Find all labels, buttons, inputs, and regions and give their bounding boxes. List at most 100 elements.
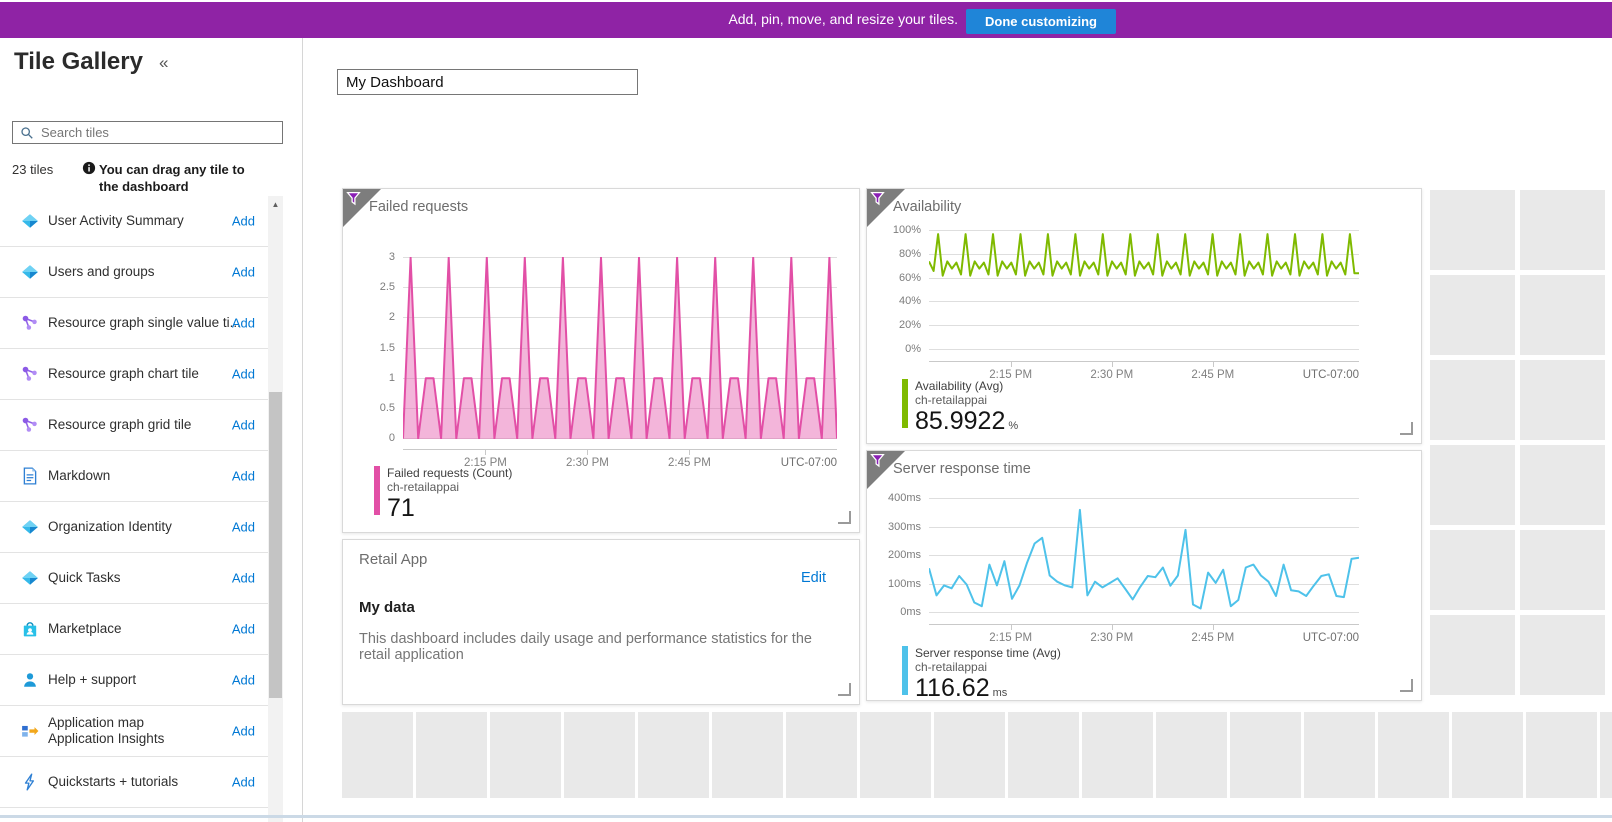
gallery-item-quickstarts-tutorials[interactable]: Quickstarts + tutorials Add (0, 757, 268, 808)
gallery-item-label: Resource graph single value ti... (48, 315, 241, 330)
empty-grid-cell[interactable] (1600, 712, 1612, 798)
gallery-item-resource-graph-chart-tile[interactable]: Resource graph chart tile Add (0, 349, 268, 400)
empty-grid-cell[interactable] (860, 712, 931, 798)
dashboard-name-input[interactable] (337, 69, 638, 95)
collapse-panel-icon[interactable]: « (153, 52, 174, 74)
empty-grid-cell[interactable] (1430, 615, 1515, 695)
legend-metric-name: Failed requests (Count) (387, 466, 513, 480)
scrollbar-up-icon[interactable]: ▲ (268, 196, 283, 212)
tile-availability[interactable]: Availability 100% 80% 60% 40% 20% 0% 2:15 PM 2… (866, 188, 1422, 444)
lightning-icon (21, 773, 39, 791)
empty-grid-cell[interactable] (1430, 530, 1515, 610)
empty-grid-cell[interactable] (1430, 275, 1515, 355)
empty-grid-cell[interactable] (1520, 275, 1605, 355)
empty-grid-cell[interactable] (1304, 712, 1375, 798)
resize-handle[interactable] (1400, 422, 1413, 435)
add-tile-button[interactable]: Add (231, 264, 255, 280)
chart-legend: Availability (Avg) ch-retailappai 85.992… (902, 379, 1018, 439)
diamond-icon (21, 212, 39, 230)
add-tile-button[interactable]: Add (231, 417, 255, 433)
resize-handle[interactable] (838, 511, 851, 524)
resize-handle[interactable] (1400, 679, 1413, 692)
gallery-item-label: Resource graph chart tile (48, 366, 199, 381)
empty-grid-cell[interactable] (490, 712, 561, 798)
gallery-item-resource-graph-single-value-ti[interactable]: Resource graph single value ti... Add (0, 298, 268, 349)
add-tile-button[interactable]: Add (231, 315, 255, 331)
empty-grid-cell[interactable] (712, 712, 783, 798)
empty-grid-cell[interactable] (1008, 712, 1079, 798)
diamond-icon (21, 518, 39, 536)
add-tile-button[interactable]: Add (231, 519, 255, 535)
legend-unit: ms (992, 687, 1008, 699)
gallery-item-marketplace[interactable]: Marketplace Add (0, 604, 268, 655)
empty-grid-cell[interactable] (1520, 615, 1605, 695)
empty-grid-cell[interactable] (1520, 530, 1605, 610)
legend-color-bar (902, 646, 908, 695)
gallery-item-user-activity-summary[interactable]: User Activity Summary Add (0, 196, 268, 247)
gallery-item-users-and-groups[interactable]: Users and groups Add (0, 247, 268, 298)
search-input[interactable] (39, 124, 282, 141)
empty-grid-cell[interactable] (1156, 712, 1227, 798)
empty-grid-cell[interactable] (1430, 360, 1515, 440)
add-tile-button[interactable]: Add (231, 366, 255, 382)
empty-grid-cell[interactable] (1520, 445, 1605, 525)
tile-retail-app[interactable]: Retail App Edit My data This dashboard i… (342, 539, 860, 705)
search-box[interactable] (12, 121, 283, 144)
filter-funnel-icon[interactable] (867, 451, 905, 489)
empty-grid-cell[interactable] (1230, 712, 1301, 798)
empty-grid-cell[interactable] (416, 712, 487, 798)
add-tile-button[interactable]: Add (231, 468, 255, 484)
add-tile-button[interactable]: Add (231, 672, 255, 688)
empty-grid-cell[interactable] (1430, 445, 1515, 525)
gallery-scrollbar[interactable]: ▲ (268, 196, 283, 822)
empty-grid-cell[interactable] (934, 712, 1005, 798)
tile-server-response-time[interactable]: Server response time 400ms 300ms 200ms 100m… (866, 450, 1422, 701)
gallery-item-label: Organization Identity (48, 519, 172, 534)
scrollbar-thumb[interactable] (269, 392, 282, 698)
chart-legend: Failed requests (Count) ch-retailappai 7… (374, 466, 512, 521)
gallery-item-resource-graph-grid-tile[interactable]: Resource graph grid tile Add (0, 400, 268, 451)
filter-funnel-icon[interactable] (867, 189, 905, 227)
add-tile-button[interactable]: Add (231, 774, 255, 790)
markdown-body: This dashboard includes daily usage and … (359, 631, 812, 663)
gallery-item-label: Application map Application Insights (48, 715, 165, 746)
edit-link[interactable]: Edit (801, 570, 826, 586)
add-tile-button[interactable]: Add (231, 213, 255, 229)
add-tile-button[interactable]: Add (231, 570, 255, 586)
empty-grid-cell[interactable] (1452, 712, 1523, 798)
gallery-item-label: Users and groups (48, 264, 155, 279)
gallery-item-help-support[interactable]: Help + support Add (0, 655, 268, 706)
empty-grid-cell[interactable] (786, 712, 857, 798)
empty-grid-cell[interactable] (1378, 712, 1449, 798)
tile-title: Availability (893, 199, 962, 215)
add-tile-button[interactable]: Add (231, 621, 255, 637)
gallery-item-label: Quick Tasks (48, 570, 121, 585)
gallery-item-markdown[interactable]: Markdown Add (0, 451, 268, 502)
empty-grid-cell[interactable] (342, 712, 413, 798)
legend-metric-value: 85.9922% (915, 407, 1019, 435)
empty-grid-cell[interactable] (1526, 712, 1597, 798)
add-tile-button[interactable]: Add (231, 723, 255, 739)
gallery-item-application-map[interactable]: Application map Application Insights Add (0, 706, 268, 757)
filter-funnel-icon[interactable] (343, 189, 381, 227)
resize-handle[interactable] (838, 683, 851, 696)
empty-grid-cell[interactable] (1520, 360, 1605, 440)
legend-color-bar (902, 379, 908, 428)
legend-metric-name: Availability (Avg) (915, 379, 1004, 393)
legend-resource-name: ch-retailappai (387, 480, 460, 494)
gallery-item-organization-identity[interactable]: Organization Identity Add (0, 502, 268, 553)
bag-icon (21, 620, 39, 638)
empty-grid-cell[interactable] (1430, 190, 1515, 270)
gallery-item-quick-tasks[interactable]: Quick Tasks Add (0, 553, 268, 604)
empty-grid-cell[interactable] (1520, 190, 1605, 270)
tile-title: Retail App (359, 551, 428, 568)
done-customizing-button[interactable]: Done customizing (966, 9, 1116, 34)
empty-grid-cell[interactable] (1082, 712, 1153, 798)
empty-grid-cell[interactable] (638, 712, 709, 798)
tile-failed-requests[interactable]: Failed requests 3 2.5 2 1.5 1 0.5 0 2:15 PM 2:3… (342, 188, 860, 533)
gallery-item-label: Resource graph grid tile (48, 417, 192, 432)
gallery-item-label: Quickstarts + tutorials (48, 774, 179, 789)
tile-gallery-title: Tile Gallery (14, 48, 143, 75)
page-bottom-divider (0, 815, 1612, 818)
empty-grid-cell[interactable] (564, 712, 635, 798)
